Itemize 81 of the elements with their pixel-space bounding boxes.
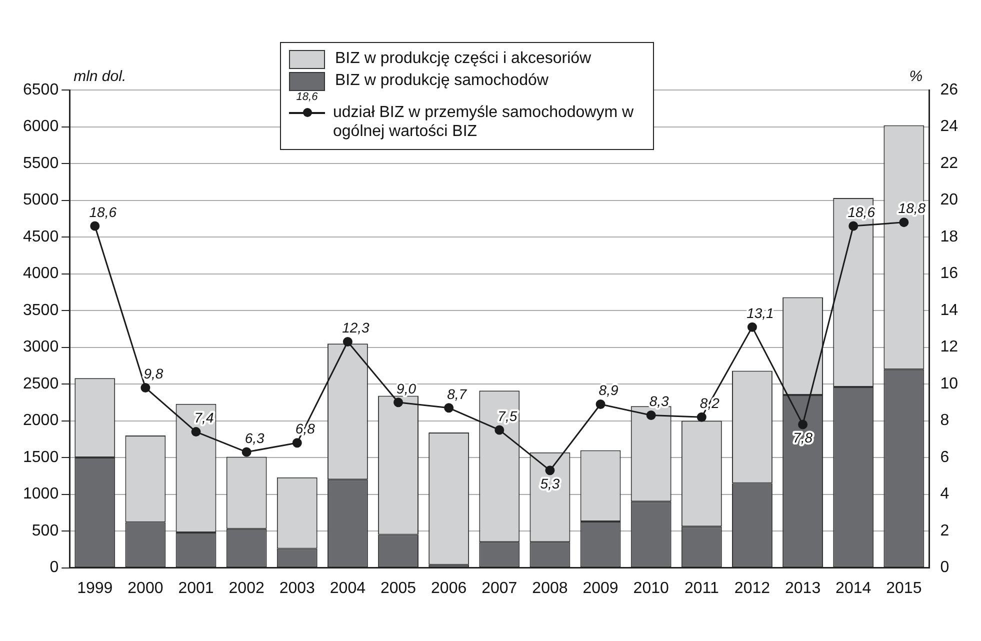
x-tick-label: 2014 [836, 580, 872, 597]
point [191, 427, 201, 437]
data-label: 8,9 [598, 382, 618, 398]
x-tick-label: 2006 [431, 580, 467, 597]
y-tick-label: 4500 [23, 228, 59, 246]
point [899, 218, 909, 228]
point [394, 398, 404, 408]
y-tick-label: 3500 [23, 302, 59, 319]
y-tick-label: 6000 [23, 118, 59, 136]
y2-tick-label: 0 [940, 559, 950, 576]
x-tick-label: 2007 [482, 580, 518, 597]
point [696, 412, 706, 422]
point [596, 399, 606, 409]
legend-label: BIZ w produkcję części i akcesoriów [335, 49, 592, 68]
x-tick-label: 2001 [178, 580, 214, 597]
data-label: 9,8 [144, 366, 164, 382]
x-tick-label: 2013 [784, 580, 821, 597]
x-tick-label: 2011 [684, 580, 719, 597]
data-label: 9,0 [396, 380, 416, 396]
y-axis-title: mln dol. [74, 68, 126, 85]
y2-tick-label: 24 [940, 118, 958, 136]
x-tick-label: 2012 [734, 580, 770, 597]
point [747, 322, 757, 332]
point [798, 420, 808, 430]
x-tick-label: 2004 [330, 580, 366, 597]
point [494, 425, 504, 435]
y2-tick-label: 6 [940, 448, 950, 466]
annotation: 18,6 [295, 91, 319, 103]
data-label: 8,3 [649, 393, 670, 410]
x-tick-label: 1999 [77, 580, 113, 597]
y2-tick-label: 16 [940, 265, 958, 282]
legend-label: BIZ w produkcję samochodów [335, 71, 548, 90]
y2-tick-label: 12 [940, 338, 958, 356]
y-tick-label: 2000 [23, 412, 59, 430]
x-tick-label: 2015 [886, 580, 922, 597]
legend-label: udział BIZ w przemyśle samochodowym w ogólnej wartości BIZ [333, 103, 635, 141]
y-tick-label: 0 [50, 559, 59, 576]
point [848, 221, 858, 231]
y2-tick-label: 22 [940, 154, 958, 172]
point [646, 410, 656, 420]
y2-tick-label: 14 [940, 302, 958, 319]
point [90, 221, 100, 231]
y2-tick-label: 18 [940, 228, 958, 246]
data-label: 7,4 [194, 410, 214, 426]
y2-tick-label: 26 [940, 81, 958, 98]
y-tick-label: 4000 [23, 265, 59, 282]
x-tick-label: 2000 [128, 580, 164, 597]
data-label: 7,8 [793, 429, 813, 446]
y2-tick-label: 2 [940, 522, 950, 540]
y-tick-label: 1000 [23, 486, 59, 503]
point [342, 337, 352, 347]
x-tick-label: 2010 [633, 580, 669, 597]
data-label: 5,3 [540, 475, 560, 492]
x-tick-label: 2009 [582, 580, 618, 597]
y-tick-label: 2500 [23, 375, 59, 392]
point [545, 466, 555, 476]
point [242, 447, 252, 457]
y2-axis-title: % [909, 68, 923, 85]
x-tick-label: 2003 [279, 580, 316, 597]
y-tick-label: 500 [32, 522, 59, 540]
x-tick-label: 2002 [228, 580, 264, 597]
data-label: 7,5 [498, 408, 518, 424]
data-label: 8,7 [447, 386, 468, 402]
y-tick-label: 6500 [23, 81, 59, 98]
data-label: 6,3 [244, 430, 265, 446]
point [444, 403, 454, 413]
data-label: 18,6 [89, 204, 117, 220]
point [140, 382, 150, 392]
y-tick-label: 5000 [23, 192, 59, 209]
y2-tick-label: 20 [940, 192, 958, 209]
y-tick-label: 5500 [23, 154, 59, 172]
y-tick-label: 1500 [23, 448, 59, 466]
y2-tick-label: 8 [940, 412, 950, 430]
data-label: 13,1 [746, 304, 774, 321]
y2-tick-label: 4 [940, 486, 950, 503]
point [292, 438, 302, 448]
y2-tick-label: 10 [940, 375, 958, 392]
x-tick-label: 2008 [532, 580, 568, 597]
data-label: 12,3 [342, 320, 370, 336]
x-tick-label: 2005 [380, 580, 416, 597]
y-tick-label: 3000 [23, 338, 59, 356]
